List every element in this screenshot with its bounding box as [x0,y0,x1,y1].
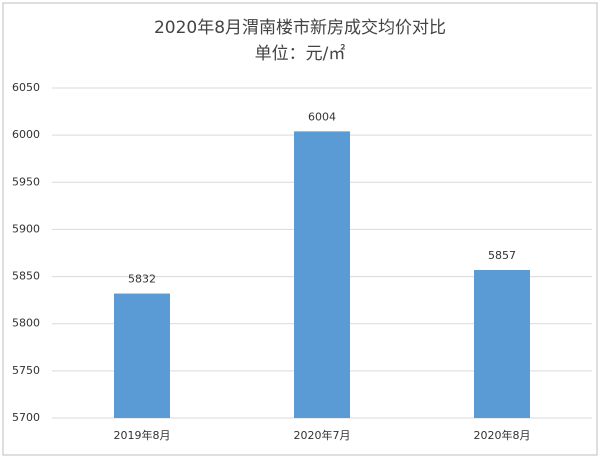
value-label: 5857 [488,249,516,262]
y-tick-label: 5750 [12,364,40,377]
y-tick-label: 5700 [12,411,40,424]
chart-title: 2020年8月渭南楼市新房成交均价对比 [154,18,446,38]
y-tick-label: 5850 [12,270,40,283]
y-tick-label: 6050 [12,81,40,94]
value-label: 6004 [308,110,336,123]
x-tick-label: 2020年7月 [294,428,351,442]
y-tick-label: 5950 [12,175,40,188]
y-tick-label: 6000 [12,128,40,141]
y-tick-label: 5900 [12,222,40,235]
value-label: 5832 [128,273,156,286]
y-tick-label: 5800 [12,317,40,330]
x-tick-label: 2019年8月 [114,428,171,442]
bar [114,293,170,418]
bar [474,269,530,418]
chart-subtitle: 单位：元/㎡ [255,44,346,64]
bar [294,131,350,418]
x-tick-label: 2020年8月 [474,428,531,442]
